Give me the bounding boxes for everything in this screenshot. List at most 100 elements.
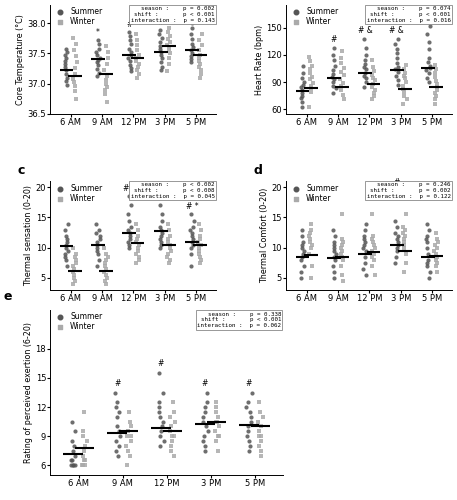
Point [340,64,347,72]
Point [337,244,345,252]
Point [340,256,347,264]
Point [197,50,204,58]
Point [330,262,337,270]
Point [433,234,441,242]
Point [298,98,306,106]
Point [127,57,134,65]
Point [426,38,433,46]
Point [79,462,86,469]
Point [395,34,402,42]
Point [204,428,211,436]
Point [362,44,370,52]
Point [403,259,410,267]
Point [255,428,263,436]
Point [298,84,305,92]
Point [102,76,109,84]
Point [433,268,441,276]
Point [135,246,142,254]
Point [360,265,367,273]
Point [133,234,141,242]
Point [168,437,175,445]
Point [339,277,346,285]
Point [201,446,208,454]
Point [368,262,375,270]
Point [368,210,375,218]
Point [94,72,101,80]
Point [338,47,345,55]
Point [102,250,109,258]
Point [167,422,175,430]
Point [190,234,197,242]
Point [307,82,314,90]
Point [434,80,441,88]
Point [127,40,134,48]
Point [72,277,79,285]
Point [72,462,79,469]
Point [167,246,174,254]
Point [214,446,222,454]
Point [196,250,203,258]
Point [401,74,409,82]
Point [362,246,370,254]
Point [203,398,211,406]
Point [337,262,345,270]
Point [157,238,164,246]
Point [71,82,79,90]
Point [307,76,314,84]
Point [125,54,132,62]
Point [196,246,203,254]
Point [64,81,71,89]
Point [368,71,376,79]
Point [197,240,204,248]
Point [424,256,431,264]
Point [159,210,166,218]
Point [81,408,88,416]
Point [71,70,79,78]
Point [80,452,87,460]
Point [127,68,134,76]
Point [423,234,430,242]
Text: #: # [158,18,164,27]
Point [423,66,430,74]
Point [432,100,439,108]
Point [80,456,88,464]
Point [197,66,204,74]
Point [101,90,109,98]
Point [391,66,399,74]
Point [369,80,377,88]
Point [93,240,101,248]
Point [392,216,399,224]
Point [189,36,196,44]
Point [188,40,196,48]
Point [432,61,439,69]
Point [71,253,79,261]
Point [127,437,134,445]
Point [370,67,377,75]
Point [96,44,103,52]
Point [124,432,131,440]
Point [307,274,314,282]
Point [308,62,315,70]
Point [432,92,439,100]
Point [247,413,255,421]
Point [93,65,101,73]
Point [125,216,133,224]
Point [128,422,135,430]
Point [101,268,108,276]
Point [156,222,163,230]
Point [72,259,79,267]
Point [308,72,315,80]
Point [188,52,195,60]
Point [135,50,143,58]
Point [298,274,305,282]
Point [298,74,305,82]
Point [92,48,100,56]
Point [62,253,69,261]
Point [432,77,440,85]
Point [338,234,345,242]
Point [339,238,346,246]
Point [425,250,432,258]
Point [306,69,313,77]
Point [133,46,140,54]
Point [96,256,103,264]
